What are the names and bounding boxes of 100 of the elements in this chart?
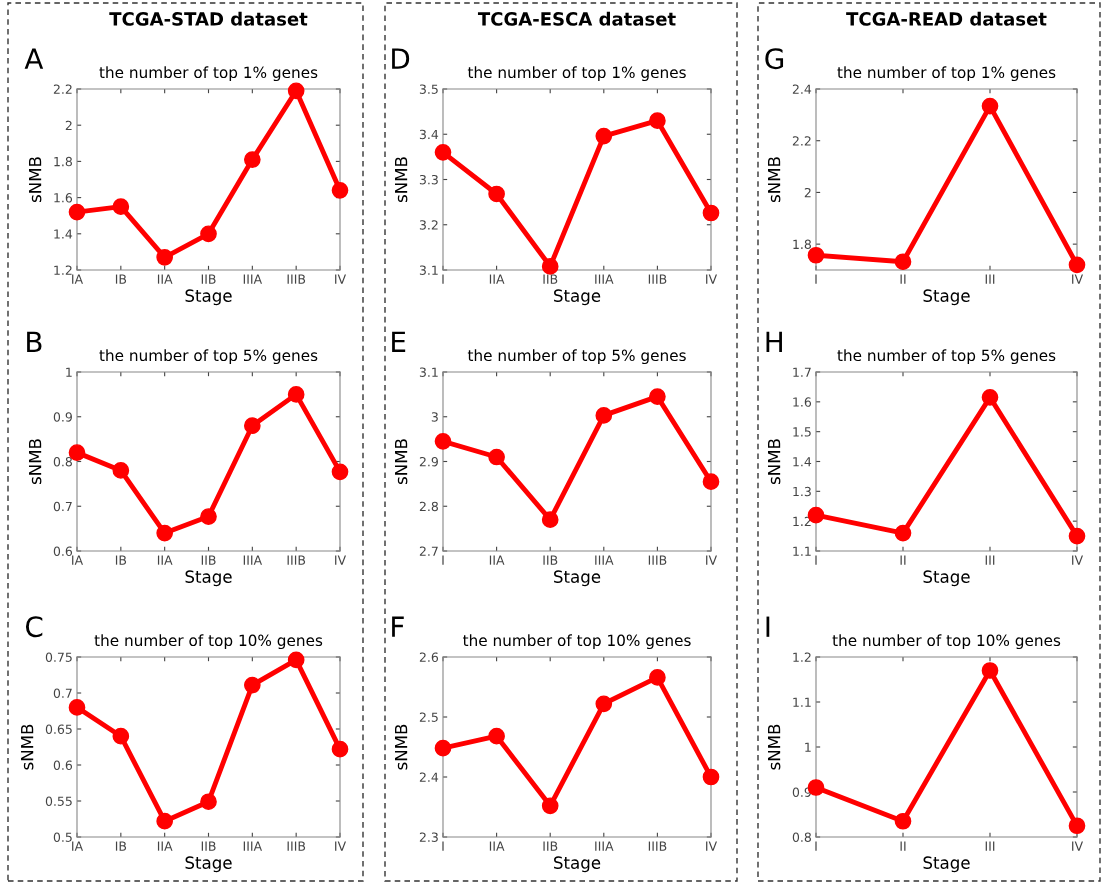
x-tick-label: IIIB xyxy=(648,841,667,851)
point xyxy=(243,676,261,694)
point xyxy=(156,524,174,542)
x-tick-label: IIB xyxy=(543,274,558,284)
point xyxy=(702,473,720,490)
y-tick-label: 1.4 xyxy=(54,229,73,239)
point xyxy=(702,768,720,786)
text: E xyxy=(392,331,406,352)
x-tick-label: IB xyxy=(115,841,127,851)
point xyxy=(331,740,349,758)
x-axis-title: Stage xyxy=(185,289,232,306)
y-axis-title: sNMB xyxy=(21,724,34,770)
point xyxy=(200,508,217,525)
point xyxy=(243,417,261,435)
y-axis-title: sNMB xyxy=(395,439,408,485)
point xyxy=(541,511,559,529)
y-tick-label: 1.8 xyxy=(54,156,72,167)
x-axis-title: Stage xyxy=(185,856,232,873)
y-tick-label: 1.8 xyxy=(793,239,811,250)
x-tick-label: IIIB xyxy=(648,555,667,565)
y-tick-label: 2.8 xyxy=(419,501,438,512)
x-tick-label: IV xyxy=(1072,555,1084,565)
point xyxy=(434,144,452,161)
y-tick-label: 0.6 xyxy=(53,546,73,556)
y-tick-label: 3.3 xyxy=(419,174,438,185)
x-tick-label: IV xyxy=(706,555,718,565)
point xyxy=(112,198,130,215)
x-tick-label: II xyxy=(900,274,906,284)
x-tick-label: IV xyxy=(335,555,347,565)
point xyxy=(595,695,613,713)
point xyxy=(68,699,86,716)
text: G xyxy=(765,48,784,70)
y-tick-label: 1.5 xyxy=(793,427,811,437)
text: B xyxy=(27,331,42,352)
y-tick-label: 2 xyxy=(804,187,811,198)
point xyxy=(287,82,305,100)
x-tick-label: IIA xyxy=(157,841,173,851)
x-tick-label: IIIA xyxy=(595,274,614,284)
x-tick-label: I xyxy=(442,555,444,565)
x-tick-label: IIIB xyxy=(287,841,306,851)
y-tick-label: 2.3 xyxy=(419,832,438,842)
y-tick-label: 2.9 xyxy=(419,456,438,467)
y-tick-label: 3 xyxy=(431,412,438,422)
y-tick-label: 1.4 xyxy=(793,457,812,467)
point xyxy=(287,651,305,669)
chart-title: the number of top 10% genes xyxy=(94,634,323,650)
y-tick-label: 1 xyxy=(805,742,811,752)
text: A xyxy=(24,48,44,69)
chart-title: the number of top 5% genes xyxy=(467,349,686,365)
point xyxy=(156,812,174,830)
x-tick-label: IIB xyxy=(543,841,558,851)
y-tick-label: 2.4 xyxy=(419,772,439,782)
point xyxy=(894,253,912,271)
x-tick-label: II xyxy=(900,841,906,851)
y-axis-title: sNMB xyxy=(768,157,781,203)
x-tick-label: IA xyxy=(72,274,84,284)
point xyxy=(541,258,559,275)
point xyxy=(595,407,613,424)
point xyxy=(1068,817,1086,835)
text: TCGA-STAD dataset xyxy=(109,11,308,26)
chart-title: the number of top 5% genes xyxy=(99,349,318,365)
y-tick-label: 2.4 xyxy=(792,84,812,94)
x-axis-title: Stage xyxy=(923,289,970,306)
point xyxy=(488,448,505,466)
text: TCGA-READ dataset xyxy=(846,11,1047,26)
point xyxy=(1068,256,1086,274)
x-tick-label: IB xyxy=(115,274,127,284)
y-tick-label: 0.7 xyxy=(53,501,72,512)
y-tick-label: 1.2 xyxy=(54,265,72,275)
point xyxy=(981,662,999,679)
x-tick-label: I xyxy=(815,274,817,284)
text: I xyxy=(766,616,770,637)
x-tick-label: IV xyxy=(335,841,347,851)
y-tick-label: 2.5 xyxy=(419,712,438,722)
point xyxy=(331,182,349,199)
y-tick-label: 1.6 xyxy=(54,193,73,203)
x-tick-label: IV xyxy=(335,274,347,284)
y-tick-label: 3.2 xyxy=(419,220,438,230)
point xyxy=(331,463,349,481)
y-tick-label: 0.9 xyxy=(53,412,72,422)
chart-title: the number of top 5% genes xyxy=(837,349,1056,365)
y-axis-title: sNMB xyxy=(768,724,781,770)
y-tick-label: 1.1 xyxy=(793,546,811,556)
x-axis-title: Stage xyxy=(554,289,601,306)
point xyxy=(68,203,86,221)
y-tick-label: 3.5 xyxy=(419,84,438,94)
x-tick-label: IIIB xyxy=(287,555,306,565)
y-tick-label: 0.65 xyxy=(45,724,72,734)
point xyxy=(434,739,452,757)
y-axis-title: sNMB xyxy=(29,157,42,203)
y-tick-label: 1.2 xyxy=(793,652,811,662)
chart-title: the number of top 10% genes xyxy=(832,634,1061,650)
x-tick-label: IIA xyxy=(489,841,505,851)
point xyxy=(488,727,505,745)
x-tick-label: IIIA xyxy=(243,841,263,851)
point xyxy=(981,389,999,406)
x-tick-label: III xyxy=(985,274,995,284)
x-tick-label: IIB xyxy=(201,841,216,851)
y-tick-label: 3.4 xyxy=(419,129,439,140)
text: H xyxy=(766,331,782,352)
